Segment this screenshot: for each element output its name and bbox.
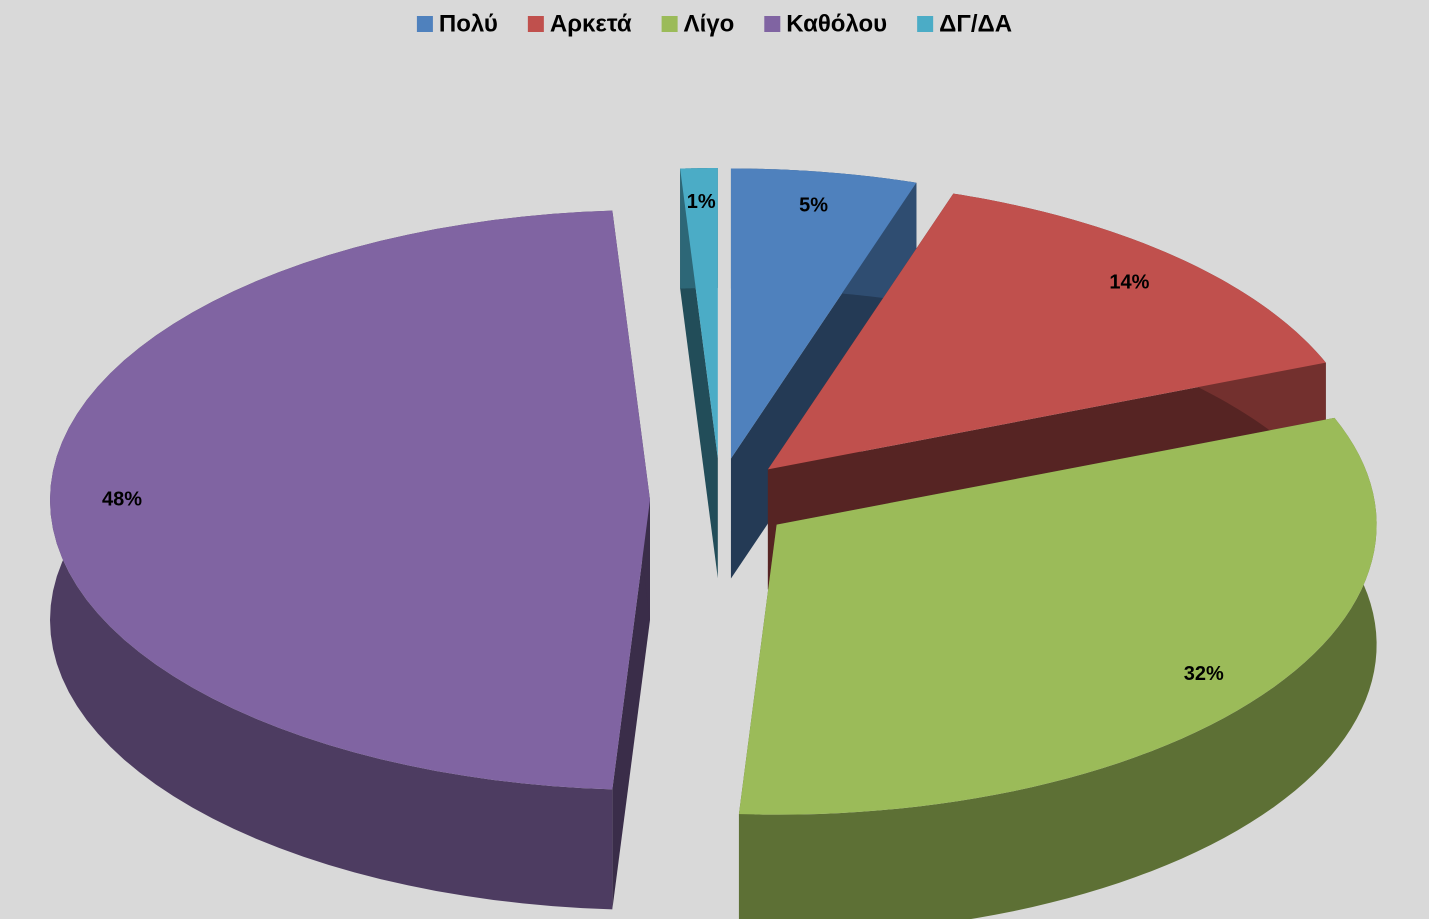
slice-side [738,417,1377,919]
data-label: 48% [102,488,142,510]
slice [50,210,650,790]
legend-label: ΔΓ/ΔΑ [939,10,1012,37]
legend-swatch [416,16,433,32]
data-label: 1% [687,191,716,213]
legend-swatch [527,16,544,32]
slice [738,417,1377,815]
legend-swatch [917,16,934,32]
legend-swatch [661,16,678,32]
slice-wall [612,500,650,910]
data-label: 14% [1109,272,1149,294]
data-label: 32% [1184,663,1224,685]
legend-label: Λίγο [684,10,735,37]
data-label: 5% [799,195,828,217]
legend-label: Καθόλου [786,10,887,37]
slice [730,168,917,459]
legend-label: Πολύ [439,10,498,37]
legend-label: Αρκετά [550,10,632,37]
slice [767,193,1326,470]
legend-swatch [764,16,781,32]
legend: Πολύ Αρκετά Λίγο Καθόλου ΔΓ/ΔΑ [416,10,1012,37]
slice [680,168,718,459]
pie-tops: 5% 14% 32% 48% 1% [50,168,1377,815]
